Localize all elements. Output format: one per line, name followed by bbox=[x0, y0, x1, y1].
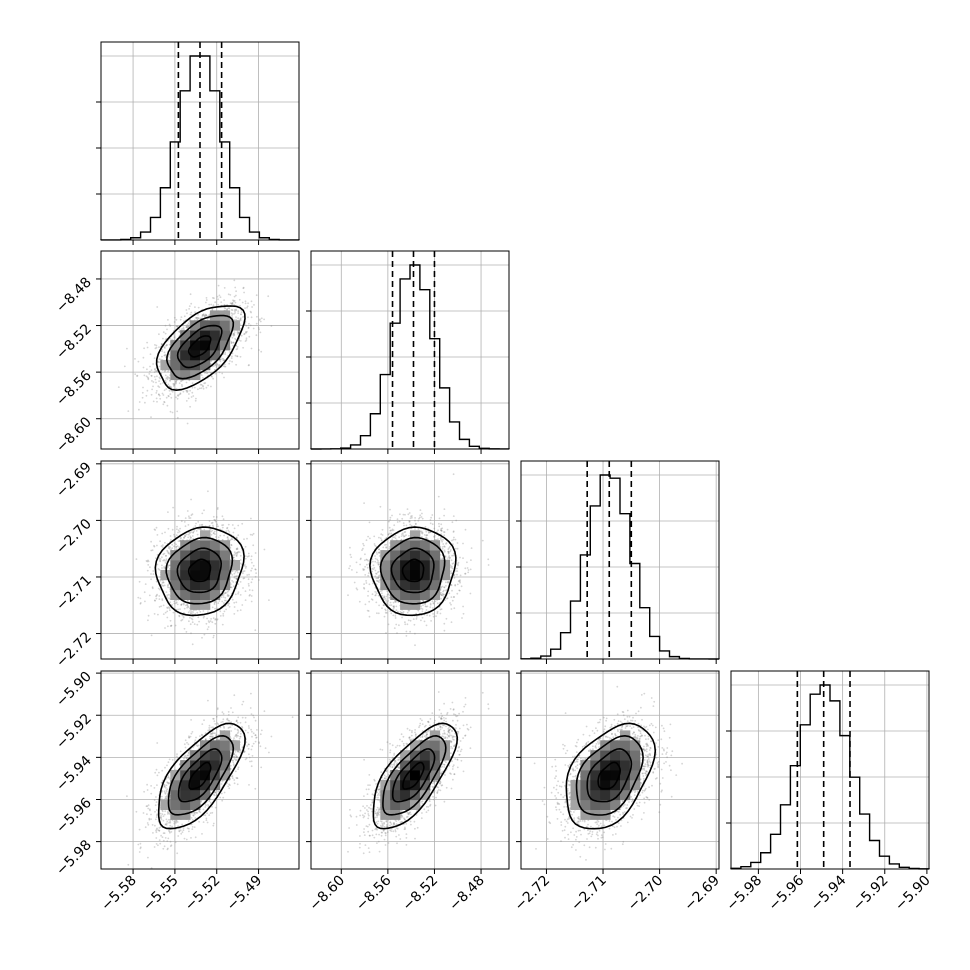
y-tick-label: −8.56 bbox=[53, 368, 95, 410]
y-tick-label: −2.70 bbox=[53, 516, 95, 558]
panel-3-0: −5.90−5.92−5.94−5.96−5.98−5.58 −5.55 −5.52… bbox=[53, 669, 300, 915]
panel-1-1 bbox=[306, 250, 510, 454]
panel-1-0: −8.48 −8.52 −8.56−8.60 bbox=[53, 250, 300, 456]
y-tick-label: −8.48 bbox=[53, 274, 95, 316]
contour-1.5sigma bbox=[575, 734, 644, 816]
x-tick-label: −2.69 bbox=[681, 873, 723, 915]
grid bbox=[521, 671, 719, 869]
contour-2sigma bbox=[372, 722, 459, 830]
contour-1.5sigma bbox=[379, 536, 446, 605]
axes-frame bbox=[100, 250, 300, 450]
x-tick-label: −8.52 bbox=[400, 873, 442, 915]
x-tick-label: −5.52 bbox=[182, 873, 224, 915]
contour-2sigma bbox=[369, 526, 457, 617]
x-tick-label: −5.58 bbox=[98, 873, 140, 915]
x-tick-label: −8.56 bbox=[353, 872, 395, 914]
x-tick-label: −2.70 bbox=[625, 873, 667, 915]
panel-3-2: −2.72 −2.71 −2.70 −2.69 bbox=[512, 670, 723, 915]
x-tick-label: −5.92 bbox=[850, 873, 892, 915]
axes-frame bbox=[520, 670, 720, 870]
axes-frame bbox=[310, 670, 510, 870]
x-tick-label: −8.60 bbox=[306, 873, 348, 915]
y-tick-label: −2.69 bbox=[53, 459, 95, 501]
y-tick-label: −8.52 bbox=[53, 321, 95, 363]
grid bbox=[521, 461, 719, 659]
x-tick-label: −5.55 bbox=[140, 873, 182, 915]
x-tick-label: −5.49 bbox=[224, 873, 266, 915]
contour-2sigma bbox=[565, 722, 657, 830]
contour-1sigma bbox=[390, 547, 435, 594]
contour-1sigma bbox=[176, 547, 223, 594]
contour-1sigma bbox=[177, 748, 223, 803]
y-tick-label: −5.90 bbox=[53, 669, 95, 711]
y-tick-label: −5.96 bbox=[53, 795, 95, 837]
axes-frame bbox=[100, 41, 300, 241]
panel-3-1: −8.60 −8.56 −8.52 −8.48 bbox=[306, 670, 510, 915]
histogram-1 bbox=[310, 264, 510, 450]
contour-2sigma bbox=[155, 305, 246, 392]
grid bbox=[731, 671, 929, 869]
contour-0.5sigma bbox=[187, 558, 212, 583]
x-tick-label: −5.94 bbox=[808, 872, 850, 914]
contour-1sigma bbox=[176, 324, 223, 369]
x-tick-label: −2.72 bbox=[512, 873, 554, 915]
y-tick-label: −5.92 bbox=[53, 711, 95, 753]
contour-0.5sigma bbox=[187, 335, 212, 358]
axes-frame bbox=[100, 460, 300, 660]
y-tick-label: −5.98 bbox=[53, 837, 95, 879]
axes-frame bbox=[310, 460, 510, 660]
grid bbox=[101, 42, 299, 240]
density-cells bbox=[570, 730, 641, 820]
axes-frame bbox=[310, 250, 510, 450]
x-tick-label: −8.48 bbox=[446, 873, 488, 915]
grid bbox=[311, 251, 509, 449]
contour-2sigma bbox=[157, 722, 246, 830]
contour-1.5sigma bbox=[167, 734, 235, 816]
y-tick-label: −2.72 bbox=[53, 629, 95, 671]
contour-2sigma bbox=[154, 526, 245, 617]
contour-1sigma bbox=[391, 748, 436, 803]
y-tick-label: −8.60 bbox=[53, 414, 95, 456]
contour-0.5sigma bbox=[597, 761, 622, 790]
axes-frame bbox=[520, 460, 720, 660]
contour-1.5sigma bbox=[165, 536, 234, 605]
axes-frame bbox=[100, 670, 300, 870]
panel-2-2 bbox=[516, 460, 720, 664]
y-tick-label: −2.71 bbox=[53, 572, 95, 614]
x-tick-label: −5.90 bbox=[892, 873, 934, 915]
panel-2-1 bbox=[306, 460, 510, 664]
y-tick-label: −5.94 bbox=[53, 753, 95, 795]
panel-3-3: −5.98 −5.96 −5.94 −5.92 −5.90 bbox=[724, 670, 934, 915]
contour-1.5sigma bbox=[382, 734, 447, 816]
x-tick-label: −2.71 bbox=[568, 873, 610, 915]
x-tick-label: −5.96 bbox=[766, 872, 808, 914]
contour-0.5sigma bbox=[188, 761, 212, 790]
histogram-3 bbox=[730, 684, 930, 870]
x-tick-label: −5.98 bbox=[724, 873, 766, 915]
panel-0-0 bbox=[96, 41, 300, 245]
contour-1.5sigma bbox=[165, 314, 235, 380]
contour-1sigma bbox=[586, 747, 633, 803]
contour-0.5sigma bbox=[401, 558, 425, 583]
contour-0.5sigma bbox=[402, 761, 425, 790]
panel-2-0: −2.69 −2.70 −2.71 −2.72 bbox=[53, 459, 300, 671]
axes-frame bbox=[730, 670, 930, 870]
